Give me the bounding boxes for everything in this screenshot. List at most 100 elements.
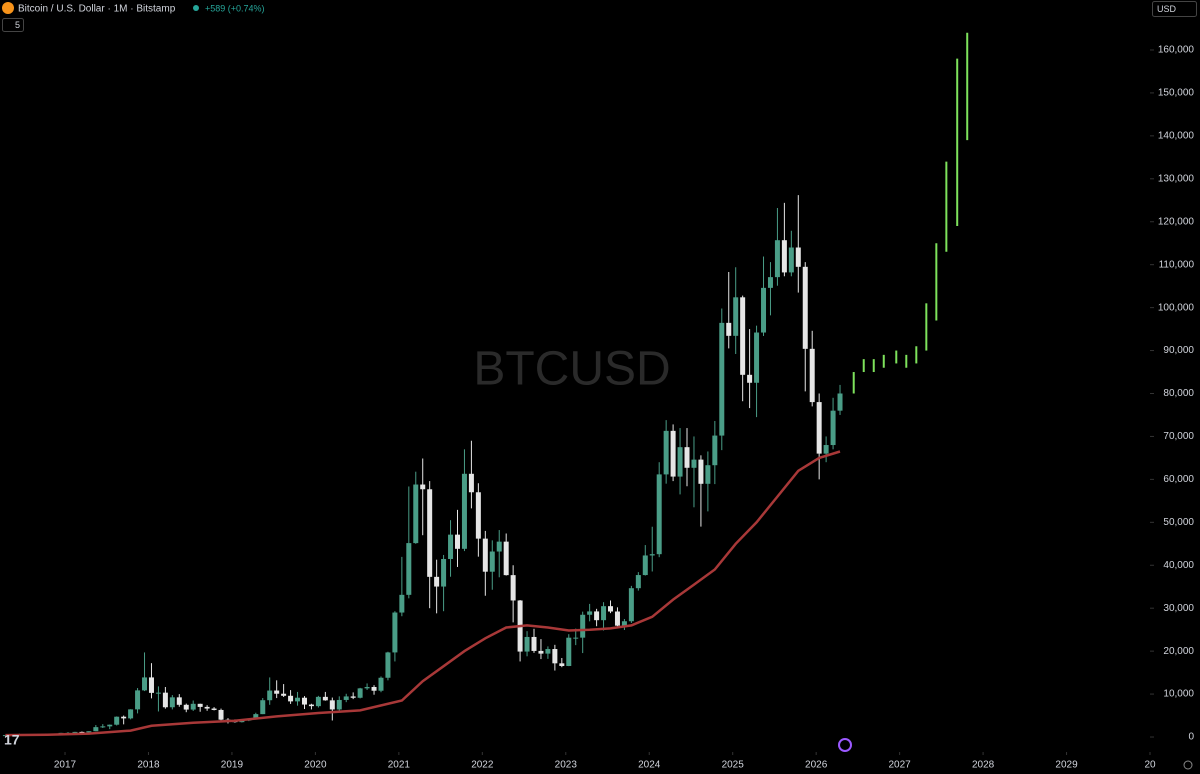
candle-body [406, 543, 412, 595]
x-tick-label: 2028 [972, 760, 995, 771]
candle-body [475, 492, 481, 539]
x-tick-label: 2021 [388, 760, 411, 771]
y-tick-label: 100,000 [1158, 302, 1195, 313]
candle-body [176, 697, 182, 705]
candle-body [712, 435, 718, 466]
candle-body [642, 555, 648, 576]
x-tick-label: 2018 [137, 760, 160, 771]
candle-body [135, 690, 141, 710]
candle-body [315, 696, 321, 707]
symbol-title: Bitcoin / U.S. Dollar · 1M · Bitstamp [18, 4, 176, 15]
candle-body [482, 538, 488, 572]
y-tick-label: 90,000 [1163, 345, 1194, 356]
currency-label: USD [1157, 4, 1177, 14]
logo: 17 [4, 732, 20, 748]
candle-body [489, 551, 495, 572]
candle-body [461, 473, 467, 549]
candle-body [781, 240, 787, 273]
candle-body [726, 322, 732, 336]
candle-body [197, 703, 203, 707]
candle-body [399, 594, 405, 613]
y-tick-label: 110,000 [1159, 259, 1195, 270]
candle-body [601, 606, 607, 621]
y-tick-label: 0 [1188, 732, 1194, 743]
candle-body [559, 663, 565, 666]
indicator-count: 5 [15, 20, 20, 30]
x-tick-label: 2024 [638, 760, 661, 771]
candle-body [580, 614, 586, 638]
indicator-toggle[interactable] [2, 18, 24, 32]
candle-body [740, 297, 746, 375]
candle-body [788, 247, 794, 273]
x-tick-label: 2027 [888, 760, 911, 771]
candle-body [72, 731, 78, 733]
candle-body [816, 402, 822, 454]
candle-body [531, 636, 537, 651]
y-tick-label: 10,000 [1163, 689, 1194, 700]
candle-body [274, 690, 280, 694]
status-dot [193, 5, 199, 11]
x-tick-label: 2017 [54, 760, 77, 771]
x-tick-label: 2029 [1055, 760, 1078, 771]
settings-icon[interactable] [1183, 760, 1193, 770]
candle-body [621, 621, 627, 626]
candle-body [774, 240, 780, 278]
candle-body [155, 692, 161, 694]
candle-body [350, 696, 356, 698]
replay-icon[interactable] [838, 738, 852, 752]
candle-body [496, 541, 502, 552]
candle-body [830, 410, 836, 446]
candle-body [510, 575, 516, 601]
candle-body [552, 649, 558, 664]
y-tick-label: 150,000 [1158, 88, 1195, 99]
candle-body [538, 650, 544, 654]
candle-body [524, 636, 530, 652]
candle-body [545, 649, 551, 654]
candle-body [190, 703, 196, 710]
x-tick-label: 2019 [221, 760, 244, 771]
candle-body [392, 612, 398, 653]
candle-body [670, 430, 676, 477]
candle-body [441, 558, 447, 587]
y-tick-label: 20,000 [1163, 646, 1194, 657]
candle-body [183, 704, 189, 710]
candle-body [754, 332, 760, 383]
y-tick-label: 140,000 [1158, 131, 1195, 142]
candle-body [329, 700, 335, 710]
currency-button[interactable] [1152, 1, 1197, 17]
candle-body [385, 652, 391, 678]
candle-body [218, 709, 224, 720]
moving-average [5, 450, 841, 737]
candle-body [809, 348, 815, 403]
candle-body [761, 287, 767, 333]
y-tick-label: 120,000 [1158, 216, 1195, 227]
candle-body [301, 697, 307, 705]
candle-body [128, 709, 134, 719]
candle-body [364, 686, 370, 689]
candle-body [86, 731, 92, 733]
y-tick-label: 60,000 [1163, 474, 1194, 485]
candle-body [823, 445, 829, 454]
candle-body [837, 393, 843, 411]
x-tick-label: 2020 [304, 760, 327, 771]
candle-body [628, 588, 634, 622]
candle-body [322, 696, 328, 701]
candle-body [378, 677, 384, 691]
candle-body [308, 704, 314, 707]
candle-body [267, 690, 273, 701]
candle-body [663, 430, 669, 475]
candle-body [795, 247, 801, 267]
candle-body [468, 473, 474, 493]
plot-area [2, 32, 1154, 755]
candle-body [79, 731, 85, 733]
candle-body [573, 637, 579, 639]
y-tick-label: 130,000 [1158, 173, 1195, 184]
candle-body [802, 266, 808, 349]
candle-body [587, 611, 593, 615]
candle-body [100, 726, 106, 728]
candle-body [427, 489, 433, 577]
candle-body [677, 447, 683, 477]
